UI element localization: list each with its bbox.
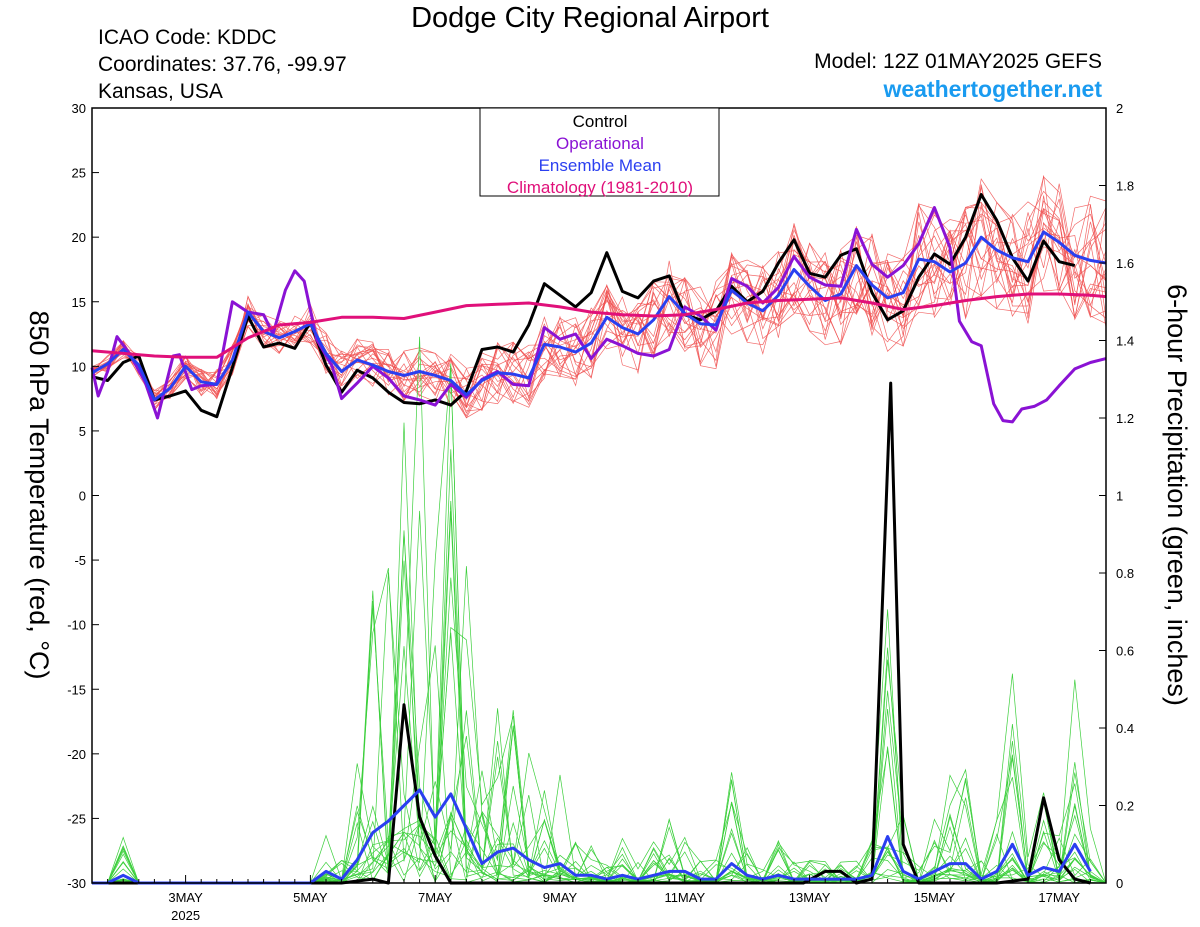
right-tick-label: 0.8 — [1116, 566, 1134, 581]
ensemble-member-precip-line — [92, 336, 1107, 884]
ensemble-member-precip-line — [92, 568, 1107, 884]
x-tick-label: 5MAY — [293, 890, 328, 905]
plot-frame — [91, 107, 1107, 884]
ensemble-member-temp-line — [91, 184, 1107, 409]
x-tick-label: 15MAY — [914, 890, 956, 905]
left-tick-label: -5 — [74, 553, 86, 568]
ensemble-member-precip-line — [92, 532, 1107, 884]
left-tick-label: 25 — [72, 166, 86, 181]
region: Kansas, USA — [98, 80, 223, 103]
x-tick-label: 9MAY — [543, 890, 578, 905]
x-tick-label: 17MAY — [1038, 890, 1080, 905]
left-tick-label: 15 — [72, 295, 86, 310]
left-tick-label: 30 — [72, 101, 86, 116]
x-tick-label: 11MAY — [664, 890, 705, 905]
ensemble-member-precip-line — [92, 368, 1107, 884]
ensemble-member-precip-line — [92, 577, 1107, 884]
right-tick-label: 2 — [1116, 101, 1123, 116]
left-tick-label: -30 — [67, 876, 86, 891]
right-tick-label: 1.2 — [1116, 411, 1134, 426]
left-tick-label: 0 — [79, 489, 86, 504]
legend-entry: Control — [573, 112, 628, 131]
right-tick-label: 0.6 — [1116, 644, 1134, 659]
right-axis-label: 6-hour Precipitation (green, inches) — [1162, 284, 1192, 706]
ensemble-member-temp-line — [91, 183, 1107, 403]
ensemble-member-temp-line — [91, 195, 1107, 408]
ensemble-member-precip-line — [92, 572, 1107, 884]
right-tick-label: 1.4 — [1116, 334, 1134, 349]
legend: Control Operational Ensemble Mean Climatolo… — [479, 107, 720, 197]
ensemble-member-precip-line — [92, 609, 1107, 884]
x-tick-label: 3MAY — [168, 890, 203, 905]
x-tick-label: 13MAY — [789, 890, 831, 905]
climatology-1981-2010-temp-line — [91, 292, 1107, 359]
x-tick-label: 7MAY — [418, 890, 453, 905]
ensemble-member-temp-line — [91, 198, 1107, 402]
left-tick-label: 5 — [79, 424, 86, 439]
x-tick-year: 2025 — [171, 908, 200, 923]
left-tick-label: -15 — [67, 682, 86, 697]
site-link[interactable]: weathertogether.net — [883, 76, 1102, 102]
ensemble-member-temp-line — [91, 178, 1107, 411]
legend-entry: Ensemble Mean — [539, 156, 662, 175]
model-run: Model: 12Z 01MAY2025 GEFS — [814, 50, 1102, 73]
ensemble-mean-precip-line — [92, 788, 1092, 885]
left-tick-label: 20 — [72, 230, 86, 245]
right-tick-label: 1.8 — [1116, 179, 1134, 194]
ensemble-member-precip-line — [92, 647, 1107, 884]
ensemble-member-precip-line — [92, 500, 1107, 884]
left-tick-label: -20 — [67, 747, 86, 762]
legend-entry: Operational — [556, 134, 644, 153]
right-tick-label: 0.4 — [1116, 721, 1134, 736]
legend-entry: Climatology (1981-2010) — [507, 178, 693, 197]
right-tick-label: 0.2 — [1116, 799, 1134, 814]
ensemble-mean-temp-line — [91, 230, 1107, 402]
control-temp-line — [91, 193, 1076, 419]
right-tick-label: 0 — [1116, 876, 1123, 891]
right-tick-label: 1.6 — [1116, 256, 1134, 271]
left-tick-label: -10 — [67, 618, 86, 633]
ensemble-member-temp-line — [91, 175, 1107, 414]
ensemble-member-precip-line — [92, 449, 1107, 884]
left-tick-label: 10 — [72, 359, 86, 374]
legend-box — [479, 107, 720, 197]
left-tick-label: -25 — [67, 811, 86, 826]
control-precip-line — [92, 381, 1091, 885]
ensemble-member-precip-line — [92, 363, 1107, 884]
right-tick-label: 1 — [1116, 489, 1123, 504]
icao-code: ICAO Code: KDDC — [98, 26, 277, 49]
chart-title: Dodge City Regional Airport — [411, 2, 769, 34]
coordinates: Coordinates: 37.76, -99.97 — [98, 53, 347, 76]
left-axis-label: 850 hPa Temperature (red, °C) — [24, 311, 54, 680]
